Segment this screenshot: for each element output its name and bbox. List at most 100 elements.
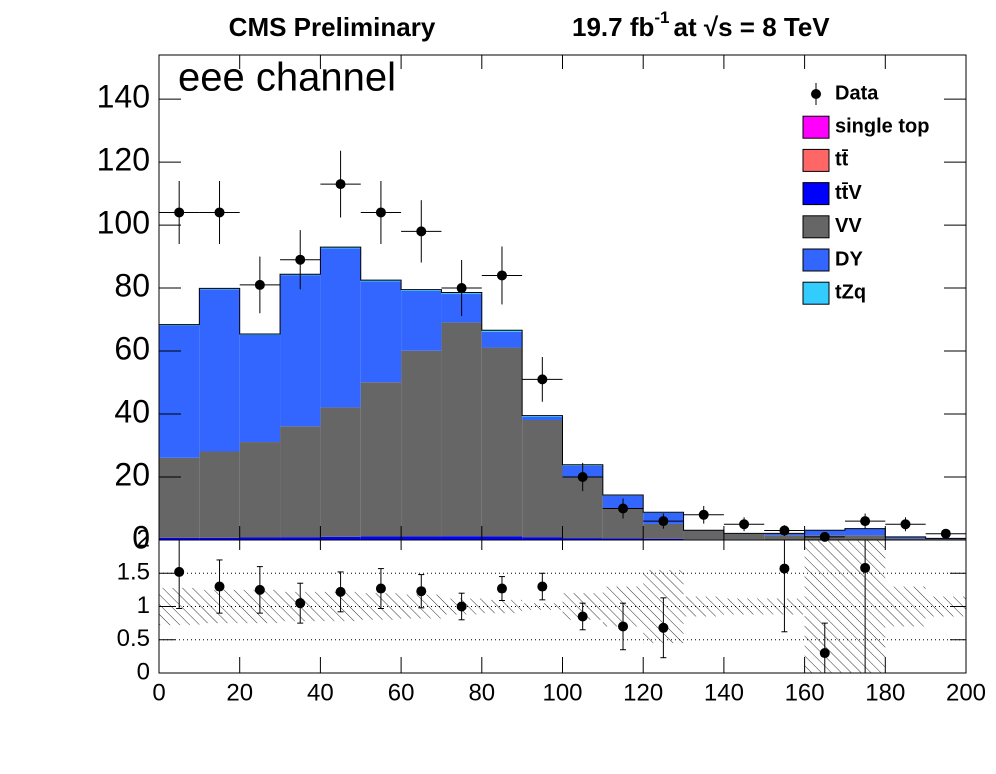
stack-bar — [401, 290, 442, 351]
stack-bar — [239, 537, 281, 540]
y-tick-label: 2 — [137, 525, 150, 552]
stack-bar — [320, 536, 361, 540]
data-point — [819, 531, 830, 542]
uncertainty-band — [522, 603, 563, 610]
stack-bar — [360, 536, 402, 540]
energy-text: at √s = 8 TeV — [674, 12, 831, 42]
data-point — [254, 279, 265, 290]
data-point — [658, 516, 669, 527]
uncertainty-band — [481, 599, 523, 614]
legend-label: DY — [835, 248, 863, 270]
data-point — [860, 516, 871, 527]
data-point — [940, 528, 951, 539]
ratio-point — [335, 586, 346, 597]
stack-bar — [199, 451, 240, 538]
y-tick-label: 0 — [137, 658, 150, 685]
ratio-point — [295, 598, 306, 609]
legend-label: VV — [835, 215, 862, 237]
y-tick-label: 120 — [97, 142, 150, 178]
ratio-point — [254, 584, 265, 595]
y-tick-label: 0 — [132, 519, 150, 555]
stack-bar — [481, 536, 523, 540]
ratio-point — [577, 611, 588, 622]
stack-bar — [764, 535, 805, 540]
stack-bar — [199, 289, 240, 452]
lumi-text: 19.7 fb — [572, 12, 654, 42]
ratio-point — [779, 563, 790, 574]
stack-bar — [643, 538, 684, 540]
y-tick-label: 0.5 — [117, 625, 150, 652]
stack-bar — [441, 322, 482, 537]
y-tick-label: 1.5 — [117, 559, 150, 586]
stack-bar — [360, 382, 402, 537]
y-tick-label: 20 — [114, 456, 150, 492]
legend-label: tt̄V — [835, 182, 862, 204]
stack-bar — [723, 533, 765, 540]
stack-bar — [844, 528, 886, 536]
data-point — [416, 226, 427, 237]
channel-label: eee channel — [178, 56, 396, 100]
ratio-point — [618, 621, 629, 632]
x-tick-label: 140 — [704, 679, 744, 706]
stack-bar — [280, 537, 321, 540]
stack-bar — [159, 457, 200, 538]
ratio-pad — [159, 540, 966, 673]
stack-bar — [885, 538, 926, 540]
data-point — [496, 270, 507, 281]
ratio-point — [214, 581, 225, 592]
ratio-point — [860, 562, 871, 573]
x-tick-label: 80 — [468, 679, 495, 706]
y-tick-label: 40 — [114, 393, 150, 429]
stack-bar — [643, 523, 684, 539]
stack-bar — [199, 537, 240, 540]
data-point — [174, 207, 185, 218]
legend-label: Data — [835, 82, 879, 104]
stack-bar — [360, 281, 402, 383]
stack-bar — [159, 537, 200, 540]
stack-bar — [481, 331, 523, 348]
data-point — [214, 207, 225, 218]
stack-bar — [844, 535, 886, 540]
uncertainty-band — [723, 598, 765, 615]
x-tick-label: 0 — [152, 679, 165, 706]
legend-label: tZq — [835, 281, 866, 303]
legend-swatch — [802, 115, 830, 139]
legend-swatch — [802, 148, 830, 172]
ratio-point — [819, 648, 830, 659]
stack-outline — [159, 246, 966, 539]
stack-bar — [401, 289, 442, 291]
x-tick-label: 180 — [865, 679, 905, 706]
legend-label: tt̄ — [835, 149, 849, 171]
stack-bar — [481, 330, 523, 332]
main-pad — [159, 150, 966, 542]
stack-bar — [280, 275, 321, 427]
legend-label: single top — [835, 115, 929, 137]
legend-swatch — [802, 248, 830, 272]
y-tick-label: 140 — [97, 79, 150, 115]
data-point — [295, 254, 306, 265]
uncertainty-band — [925, 596, 966, 617]
ratio-point — [658, 622, 669, 633]
x-tick-label: 40 — [307, 679, 334, 706]
ratio-point — [174, 566, 185, 577]
data-point — [537, 374, 548, 385]
legend-swatch — [802, 281, 830, 305]
uncertainty-band — [683, 596, 724, 617]
ratio-point — [456, 601, 467, 612]
stack-bar — [522, 415, 563, 417]
legend-swatch — [802, 182, 830, 206]
data-point — [698, 509, 709, 520]
stack-bar — [360, 280, 402, 282]
data-point — [900, 519, 911, 530]
stack-bar — [320, 247, 361, 249]
stack-bar — [320, 248, 361, 408]
stack-bar — [239, 334, 281, 443]
stack-bar — [522, 416, 563, 421]
stack-bar — [562, 538, 603, 540]
x-tick-label: 100 — [542, 679, 582, 706]
legend-swatch — [802, 215, 830, 239]
data-point — [375, 207, 386, 218]
data-point — [577, 472, 588, 483]
stack-bar — [885, 536, 926, 539]
data-point — [739, 519, 750, 530]
